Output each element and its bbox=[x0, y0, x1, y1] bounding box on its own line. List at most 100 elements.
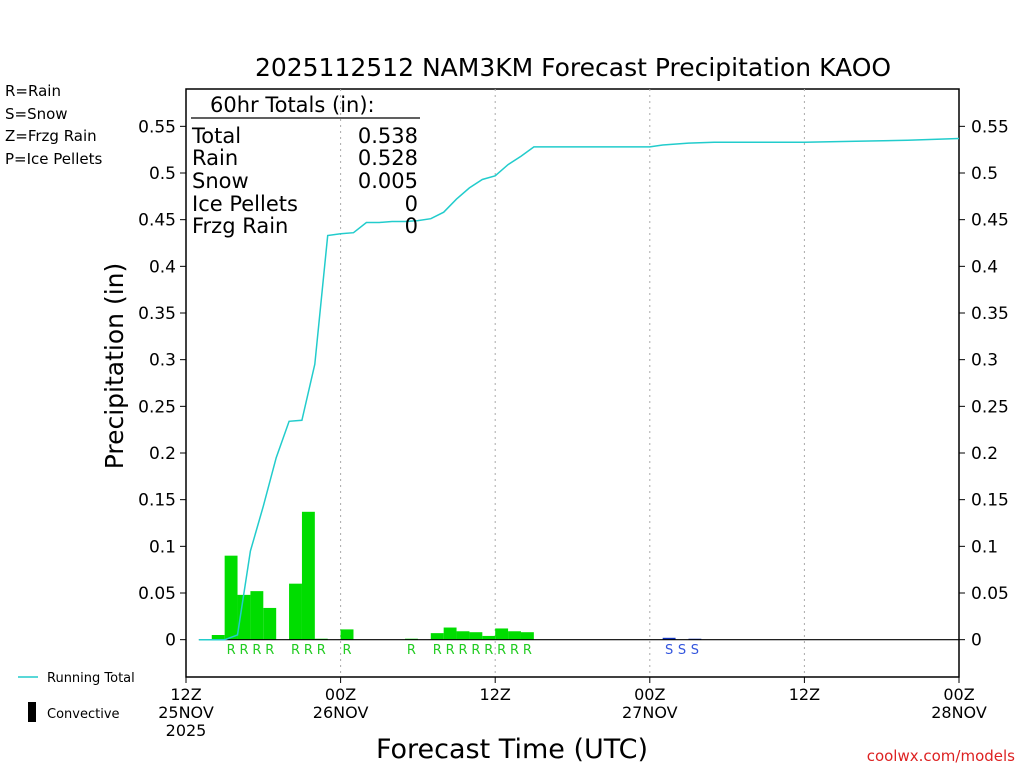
x-tick-label: 26NOV bbox=[313, 703, 369, 722]
x-tick-label: 12Z bbox=[170, 685, 201, 704]
rain-bar bbox=[340, 629, 354, 640]
totals-label-rain: Rain bbox=[192, 146, 238, 170]
y-tick-label-right: 0.3 bbox=[971, 351, 998, 371]
rain-marker: R bbox=[458, 643, 467, 658]
x-tick-label: 12Z bbox=[789, 685, 820, 704]
y-tick-label-right: 0.1 bbox=[971, 537, 998, 557]
rain-bar bbox=[263, 607, 277, 640]
rain-marker: R bbox=[252, 643, 261, 658]
line-legend: Running Total Convective bbox=[18, 671, 135, 722]
x-axis-label: Forecast Time (UTC) bbox=[376, 734, 648, 765]
rain-marker: R bbox=[265, 643, 274, 658]
rain-marker: R bbox=[484, 643, 493, 658]
rain-bar bbox=[211, 635, 225, 640]
legend-rain: R=Rain bbox=[5, 82, 61, 100]
rain-marker: R bbox=[407, 643, 416, 658]
rain-marker: R bbox=[227, 643, 236, 658]
y-tick-label-right: 0.45 bbox=[971, 211, 1009, 231]
x-tick-label: 2025 bbox=[166, 721, 207, 740]
rain-bar bbox=[456, 631, 470, 640]
rain-marker: R bbox=[446, 643, 455, 658]
y-tick-label-left: 0.25 bbox=[138, 397, 176, 417]
x-tick-label: 00Z bbox=[943, 685, 974, 704]
rain-bar bbox=[495, 628, 509, 640]
rain-marker: R bbox=[291, 643, 300, 658]
y-tick-label-left: 0.1 bbox=[149, 537, 176, 557]
chart-title: 2025112512 NAM3KM Forecast Precipitation… bbox=[255, 53, 891, 82]
rain-bar bbox=[482, 635, 496, 640]
running-total-legend-label: Running Total bbox=[47, 671, 135, 686]
precip-type-legend: R=Rain S=Snow Z=Frzg Rain P=Ice Pellets bbox=[5, 82, 102, 168]
convective-swatch bbox=[28, 702, 36, 722]
rain-marker: R bbox=[471, 643, 480, 658]
running-total-series bbox=[198, 137, 960, 641]
totals-label-snow: Snow bbox=[192, 169, 249, 193]
y-tick-label-right: 0.05 bbox=[971, 584, 1009, 604]
rain-marker: R bbox=[510, 643, 519, 658]
totals-value-rain: 0.528 bbox=[358, 146, 418, 170]
x-tick-label: 28NOV bbox=[931, 703, 987, 722]
rain-bar bbox=[224, 555, 238, 640]
legend-ice-pellets: P=Ice Pellets bbox=[5, 150, 102, 168]
rain-bar bbox=[469, 632, 483, 640]
y-tick-label-right: 0.15 bbox=[971, 491, 1009, 511]
y-axis-ticks: 0.55 0.55 0.5 0.5 0.45 0.45 0.4 0.4 0.35 0.35 0.3 0… bbox=[138, 117, 1009, 650]
x-tick-label: 25NOV bbox=[158, 703, 214, 722]
y-tick-label-left: 0.55 bbox=[138, 117, 176, 137]
rain-marker: R bbox=[343, 643, 352, 658]
snow-marker: S bbox=[665, 643, 673, 658]
x-tick-label: 27NOV bbox=[622, 703, 678, 722]
totals-label-frzg-rain: Frzg Rain bbox=[192, 214, 288, 238]
y-tick-label-right: 0.4 bbox=[971, 257, 998, 277]
y-tick-label-right: 0.5 bbox=[971, 164, 998, 184]
precip-bars bbox=[211, 511, 702, 640]
y-tick-label-left: 0.3 bbox=[149, 351, 176, 371]
snow-marker: S bbox=[678, 643, 686, 658]
grid-lines bbox=[340, 89, 805, 677]
x-tick-label: 12Z bbox=[480, 685, 511, 704]
rain-marker: R bbox=[304, 643, 313, 658]
y-tick-label-left: 0.35 bbox=[138, 304, 176, 324]
rain-bar bbox=[430, 633, 444, 640]
y-tick-label-left: 0.2 bbox=[149, 444, 176, 464]
rain-bar bbox=[250, 591, 264, 640]
rain-bar bbox=[301, 511, 315, 640]
totals-value-frzg-rain: 0 bbox=[405, 214, 418, 238]
y-tick-label-right: 0.55 bbox=[971, 117, 1009, 137]
totals-label-ice-pellets: Ice Pellets bbox=[192, 192, 298, 216]
y-tick-label-left: 0.45 bbox=[138, 211, 176, 231]
rain-bar bbox=[289, 583, 302, 640]
y-tick-label-left: 0 bbox=[165, 631, 176, 651]
rain-bar bbox=[520, 632, 534, 640]
credit-text: coolwx.com/models bbox=[867, 747, 1015, 765]
snow-marker: S bbox=[691, 643, 699, 658]
y-tick-label-right: 0 bbox=[971, 631, 982, 651]
y-axis-label: Precipitation (in) bbox=[100, 263, 129, 470]
rain-marker: R bbox=[317, 643, 326, 658]
rain-marker: R bbox=[523, 643, 532, 658]
totals-box: 60hr Totals (in): Total 0.538 Rain 0.528… bbox=[191, 93, 420, 238]
totals-value-snow: 0.005 bbox=[358, 169, 418, 193]
x-tick-label: 00Z bbox=[634, 685, 665, 704]
rain-bar bbox=[508, 631, 521, 640]
rain-marker: R bbox=[497, 643, 506, 658]
y-tick-label-right: 0.35 bbox=[971, 304, 1009, 324]
totals-value-ice-pellets: 0 bbox=[405, 192, 418, 216]
running-total-line bbox=[198, 137, 960, 641]
totals-label-total: Total bbox=[191, 124, 241, 148]
y-tick-label-left: 0.05 bbox=[138, 584, 176, 604]
y-tick-label-right: 0.2 bbox=[971, 444, 998, 464]
plot-frame bbox=[185, 88, 960, 678]
rain-bar bbox=[443, 627, 457, 640]
totals-value-total: 0.538 bbox=[358, 124, 418, 148]
rain-marker: R bbox=[433, 643, 442, 658]
x-tick-label: 00Z bbox=[325, 685, 356, 704]
rain-marker: R bbox=[239, 643, 248, 658]
legend-frzg-rain: Z=Frzg Rain bbox=[5, 127, 97, 145]
snow-bar bbox=[662, 637, 676, 640]
y-tick-label-left: 0.4 bbox=[149, 257, 176, 277]
y-tick-label-right: 0.25 bbox=[971, 397, 1009, 417]
